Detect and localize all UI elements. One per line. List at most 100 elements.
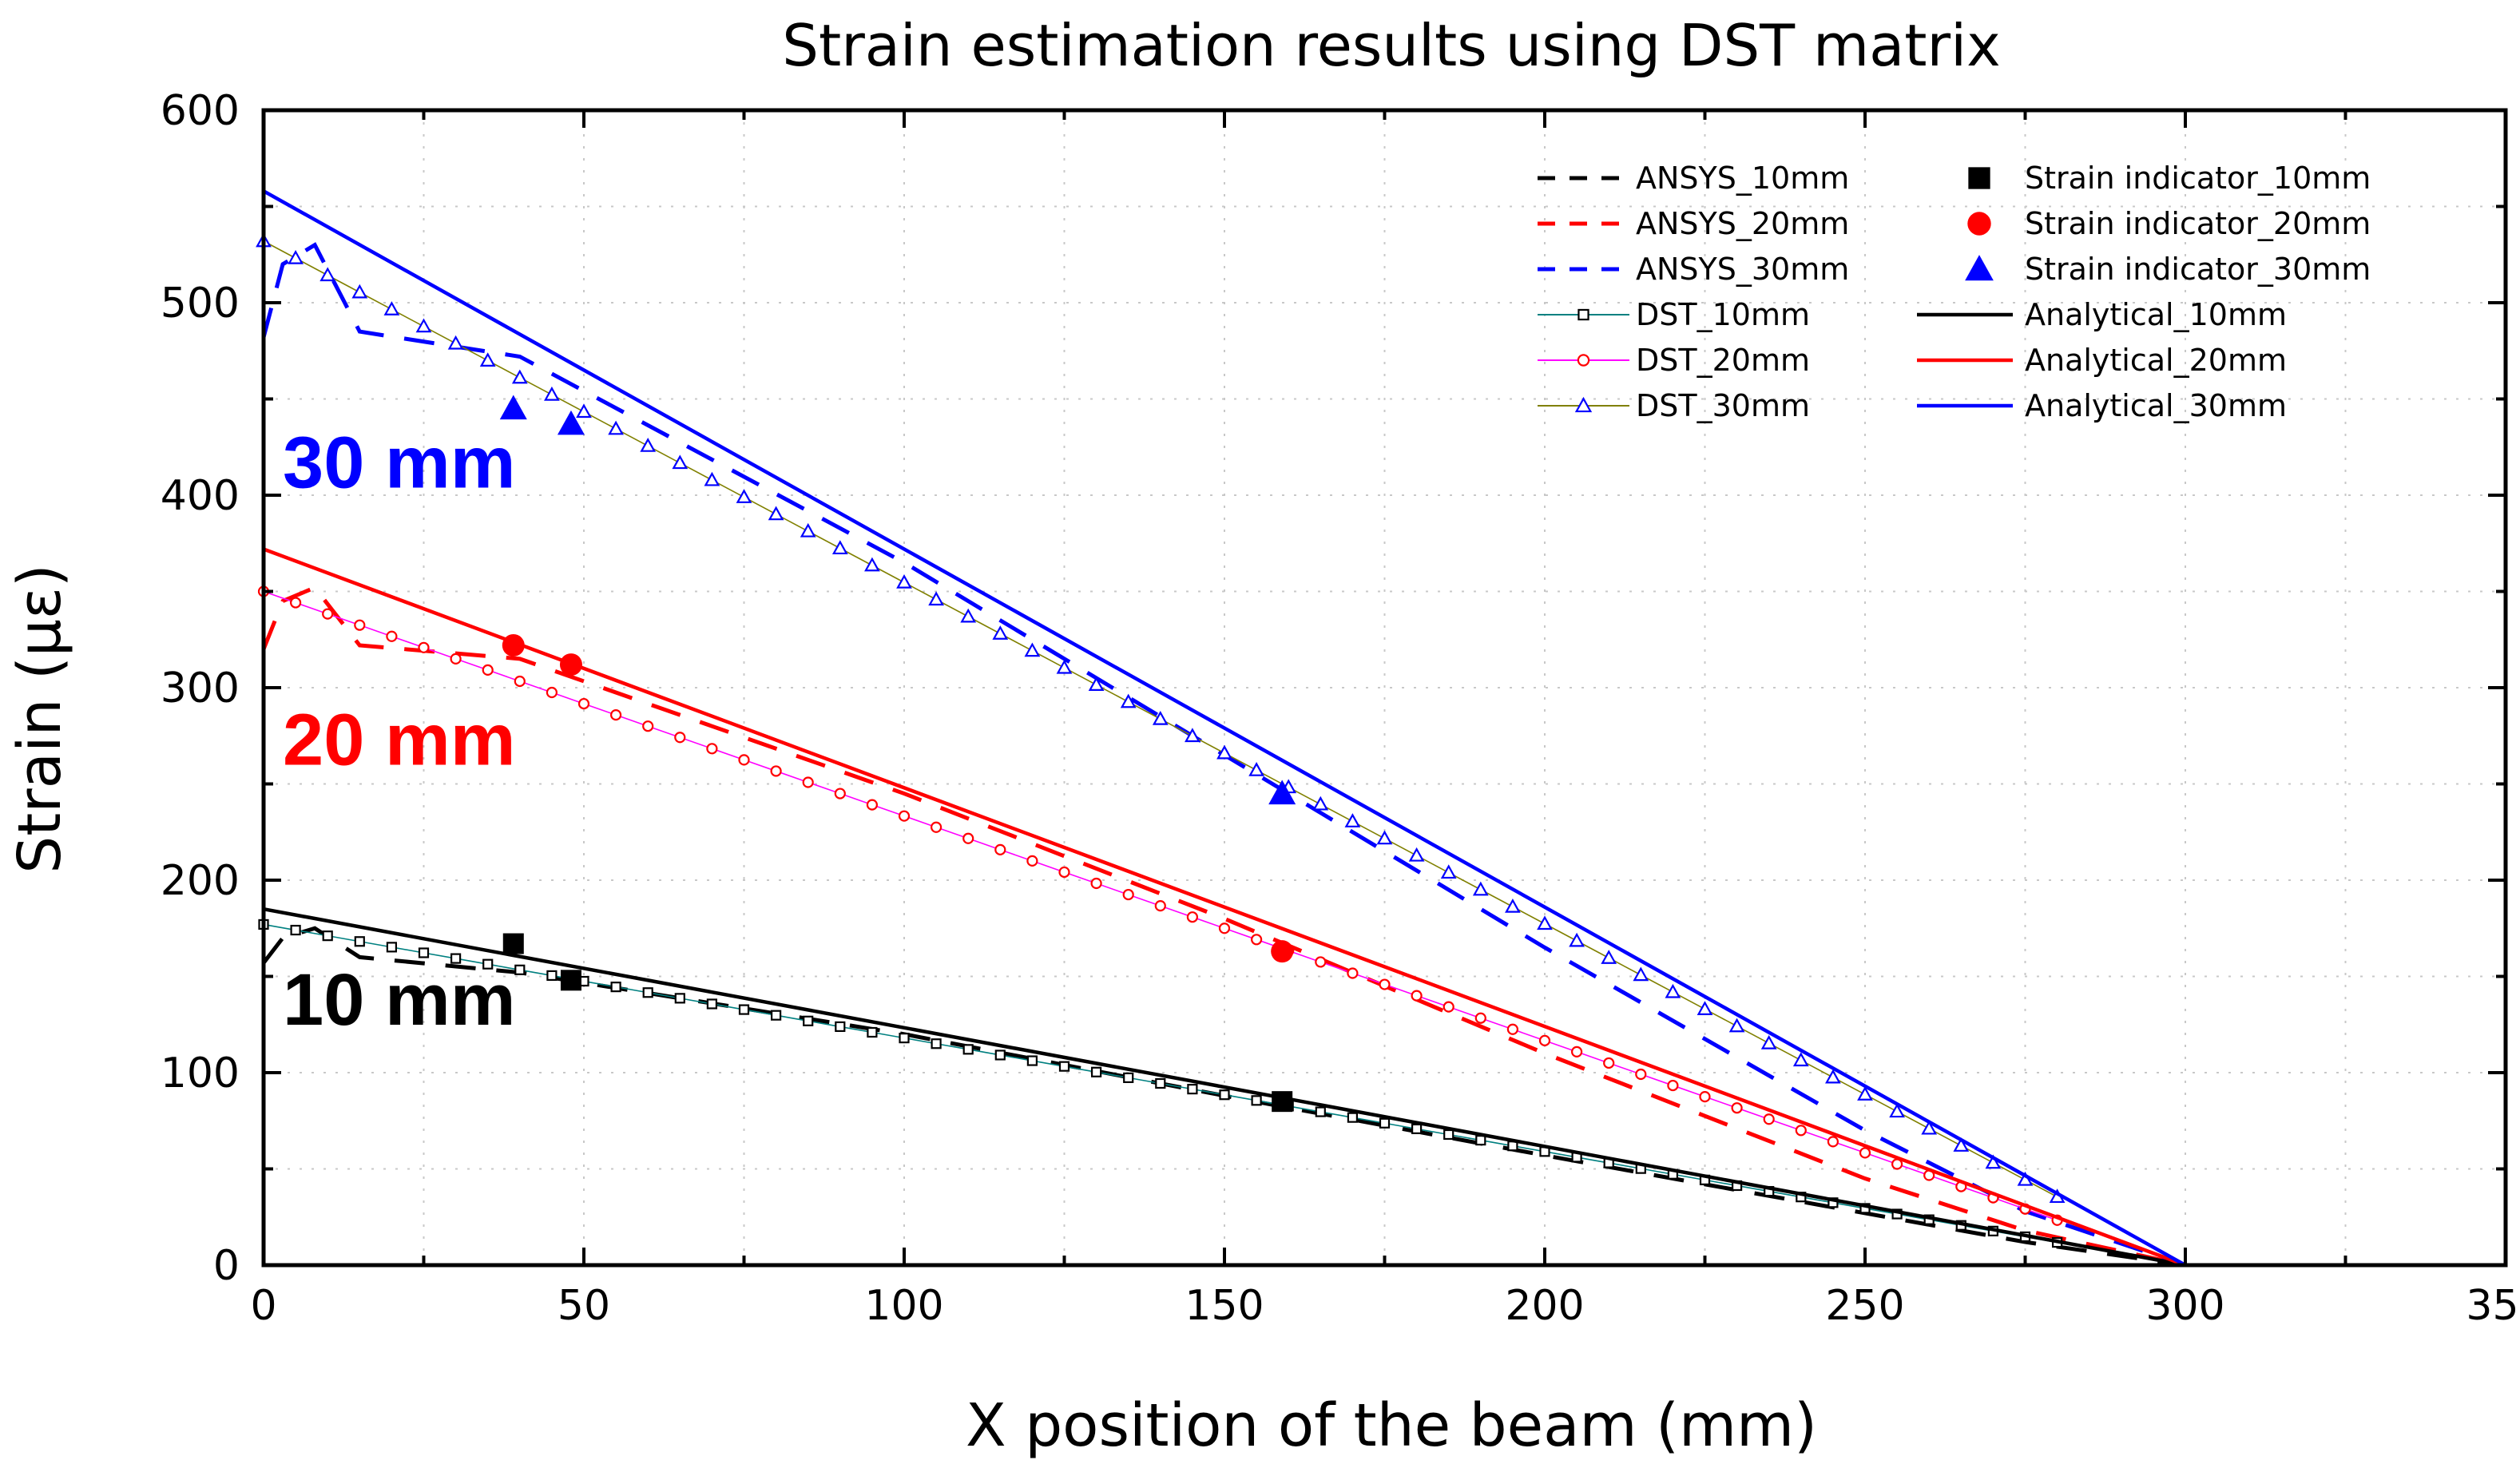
data-point	[1216, 744, 1232, 760]
data-point	[1268, 780, 1296, 805]
data-point	[1827, 1136, 1839, 1148]
data-point	[559, 653, 582, 676]
data-point	[928, 591, 944, 606]
legend-swatch-marker	[1574, 396, 1593, 413]
x-axis-title: X position of the beam (mm)	[966, 1391, 1817, 1460]
data-point	[1123, 1072, 1134, 1083]
data-point	[479, 352, 496, 367]
data-point	[1440, 864, 1457, 879]
y-tick-label: 600	[161, 87, 240, 135]
data-point	[544, 386, 560, 401]
data-point	[1537, 915, 1553, 930]
series-strain-indicator-10mm	[502, 933, 1293, 1113]
data-point	[1635, 1068, 1647, 1081]
data-point	[1347, 967, 1359, 979]
data-point	[1155, 1077, 1166, 1089]
annotation-10-mm: 10 mm	[283, 959, 516, 1041]
legend-swatch	[1965, 255, 1994, 281]
data-point	[450, 953, 462, 964]
data-point	[706, 998, 718, 1010]
data-point	[1825, 1069, 1841, 1084]
legend-item-analytical-20mm: Analytical_20mm	[1917, 343, 2287, 378]
data-point	[1312, 796, 1329, 811]
chart-title: Strain estimation results using DST matr…	[782, 12, 2000, 79]
y-tick-label: 100	[161, 1049, 240, 1097]
data-point	[415, 318, 432, 333]
legend-item-dst-10mm: DST_10mm	[1538, 297, 1810, 332]
data-point	[706, 743, 718, 755]
data-point	[386, 942, 397, 953]
data-point	[386, 630, 398, 642]
series-ansys-20mm	[261, 585, 2186, 1268]
legend-label: Strain indicator_30mm	[2025, 252, 2371, 287]
data-point	[1921, 1120, 1938, 1135]
data-point	[1154, 900, 1166, 912]
data-point	[800, 522, 816, 538]
data-point	[1024, 642, 1041, 657]
data-point	[546, 686, 558, 699]
data-point	[1985, 1154, 2002, 1169]
data-point	[447, 335, 464, 350]
data-point	[319, 267, 336, 282]
legend-swatch	[1968, 167, 1990, 189]
data-point	[482, 958, 494, 970]
legend-item-dst-30mm: DST_30mm	[1538, 388, 1810, 423]
legend-swatch-marker	[1577, 308, 1589, 321]
data-point	[502, 933, 524, 954]
data-point	[1152, 710, 1169, 725]
data-point	[609, 709, 622, 721]
legend-label: DST_10mm	[1636, 297, 1810, 332]
data-point	[1601, 950, 1617, 964]
data-point	[1248, 762, 1264, 776]
legend-label: ANSYS_30mm	[1636, 252, 1849, 287]
legend-item-dst-20mm: DST_20mm	[1538, 343, 1810, 378]
data-point	[962, 1044, 974, 1055]
data-point	[1344, 813, 1361, 827]
data-point	[511, 369, 528, 384]
data-point	[962, 832, 974, 844]
data-point	[1475, 1134, 1486, 1146]
data-point	[1506, 1023, 1519, 1035]
data-point	[1056, 659, 1073, 674]
data-point	[418, 641, 430, 653]
data-point	[994, 843, 1006, 855]
legend-swatch	[1967, 212, 1991, 236]
series-analytical-20mm	[263, 547, 2186, 1268]
data-point	[1026, 1055, 1038, 1066]
data-point	[1763, 1113, 1775, 1125]
data-point	[1443, 1001, 1454, 1013]
data-point	[1411, 1123, 1423, 1134]
data-point	[608, 420, 624, 435]
data-point	[1570, 1045, 1583, 1057]
data-point	[1186, 911, 1199, 923]
series-line-analytical-20mm	[263, 547, 2186, 1268]
data-point	[1760, 1034, 1777, 1049]
data-point	[736, 489, 752, 503]
y-tick-label: 400	[161, 472, 240, 520]
data-point	[642, 720, 654, 732]
data-point	[992, 625, 1009, 640]
data-point	[1603, 1057, 1615, 1069]
data-point	[1187, 1084, 1198, 1095]
x-tick-label: 350	[2466, 1282, 2520, 1330]
data-point	[1889, 1103, 1905, 1118]
data-point	[482, 664, 494, 676]
data-point	[899, 1033, 910, 1044]
data-point	[1315, 1106, 1326, 1117]
data-point	[1379, 1117, 1391, 1129]
legend-label: Strain indicator_20mm	[2025, 206, 2371, 241]
legend-label: DST_30mm	[1636, 388, 1810, 423]
data-point	[1315, 956, 1327, 968]
data-point	[499, 395, 527, 420]
legend-item-strain-indicator-30mm: Strain indicator_30mm	[1965, 252, 2371, 287]
data-point	[290, 924, 301, 936]
axis-ticks: 0 50 100 150 200 250 300 350 0 100 200 300 400 500 600	[161, 87, 2520, 1330]
data-point	[994, 1049, 1006, 1061]
data-point	[1026, 855, 1038, 867]
data-point	[1058, 1061, 1070, 1072]
legend-swatch-marker	[1577, 354, 1590, 367]
legend-item-ansys-20mm: ANSYS_20mm	[1538, 206, 1849, 241]
legend-item-strain-indicator-10mm: Strain indicator_10mm	[1968, 161, 2371, 196]
x-tick-label: 0	[250, 1282, 276, 1330]
